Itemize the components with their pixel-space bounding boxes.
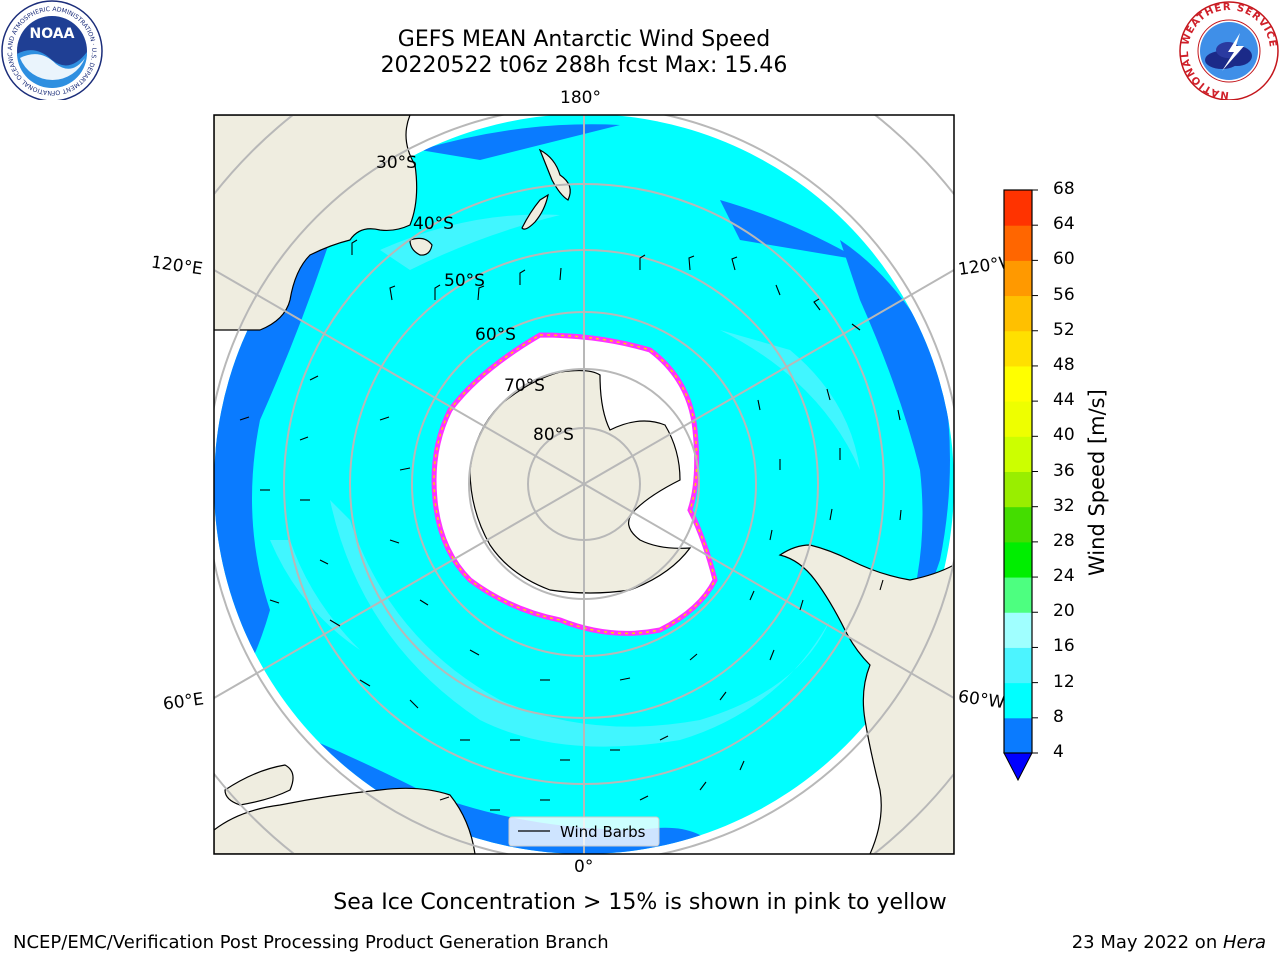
colorbar-cell — [1004, 401, 1032, 437]
colorbar-tick-label: 16 — [1053, 636, 1075, 657]
graticule — [214, 115, 954, 854]
lat-label-70: 70°S — [504, 376, 545, 396]
colorbar-cell — [1004, 717, 1032, 754]
legend-label: Wind Barbs — [560, 823, 646, 841]
colorbar-tick-label: 44 — [1053, 390, 1075, 411]
colorbar-tick-label: 24 — [1053, 566, 1075, 587]
colorbar-cell — [1004, 225, 1032, 261]
lat-label-50: 50°S — [444, 271, 485, 291]
run-date-text: 23 May 2022 on — [1071, 932, 1223, 953]
map-title: GEFS MEAN Antarctic Wind Speed — [397, 27, 771, 52]
colorbar — [1003, 189, 1038, 782]
colorbar-cell — [1004, 365, 1032, 402]
colorbar-cell — [1004, 190, 1032, 226]
colorbar-tick-label: 28 — [1053, 530, 1075, 551]
colorbar-tick-label: 20 — [1053, 601, 1075, 622]
lon-label-0: 0° — [574, 857, 594, 877]
lat-label-30: 30°S — [376, 153, 417, 173]
colorbar-tick-label: 12 — [1053, 671, 1075, 692]
colorbar-cell — [1004, 330, 1032, 367]
wind-barbs — [239, 239, 902, 811]
colorbar-cell — [1004, 260, 1032, 297]
noaa-logo: NATIONAL OCEANIC AND ATMOSPHERIC ADMINIS… — [0, 0, 103, 100]
credit-text: NCEP/EMC/Verification Post Processing Pr… — [13, 932, 609, 953]
colorbar-tick-label: 68 — [1053, 179, 1075, 199]
lat-label-40: 40°S — [413, 214, 454, 234]
lon-label-180: 180° — [560, 88, 601, 108]
colorbar-under-arrow — [1003, 752, 1033, 782]
map-subtitle: 20220522 t06z 288h fcst Max: 15.46 — [380, 53, 788, 78]
colorbar-cell — [1004, 436, 1032, 472]
colorbar-tick-label: 56 — [1053, 284, 1075, 305]
colorbar-tick-label: 40 — [1053, 425, 1075, 446]
colorbar-tick-label: 4 — [1053, 742, 1064, 762]
colorbar-cell — [1004, 541, 1032, 578]
colorbar-tick-label: 36 — [1053, 460, 1075, 481]
host-name: Hera — [1222, 932, 1266, 953]
colorbar-cell — [1004, 506, 1032, 543]
colorbar-tick-label: 8 — [1053, 706, 1064, 727]
lat-label-80: 80°S — [533, 425, 574, 445]
sea-ice-note: Sea Ice Concentration > 15% is shown in … — [333, 890, 947, 915]
nws-logo: NATIONAL WEATHER SERVICE — [1179, 1, 1279, 100]
colorbar-cell — [1004, 647, 1032, 684]
colorbar-tick-label: 52 — [1053, 319, 1075, 340]
colorbar-tick-label: 64 — [1053, 214, 1075, 235]
lat-label-60: 60°S — [475, 325, 516, 345]
wind-barbs-legend: Wind Barbs — [508, 816, 660, 847]
colorbar-cell — [1004, 295, 1032, 332]
run-date: 23 May 2022 on Hera — [1072, 932, 1266, 953]
colorbar-tick-label: 60 — [1053, 249, 1075, 270]
colorbar-cell — [1004, 471, 1032, 508]
land-masses — [214, 115, 954, 854]
noaa-wordmark: NOAA — [30, 26, 75, 42]
colorbar-cell — [1004, 682, 1032, 719]
colorbar-tick-label: 32 — [1053, 495, 1075, 516]
colorbar-cell — [1004, 612, 1032, 648]
colorbar-tick-label: 48 — [1053, 354, 1075, 375]
colorbar-label: Wind Speed [m/s] — [1085, 389, 1109, 576]
latitude-labels: 30°S 40°S 50°S 60°S 70°S 80°S — [376, 153, 574, 445]
colorbar-cell — [1004, 577, 1032, 613]
